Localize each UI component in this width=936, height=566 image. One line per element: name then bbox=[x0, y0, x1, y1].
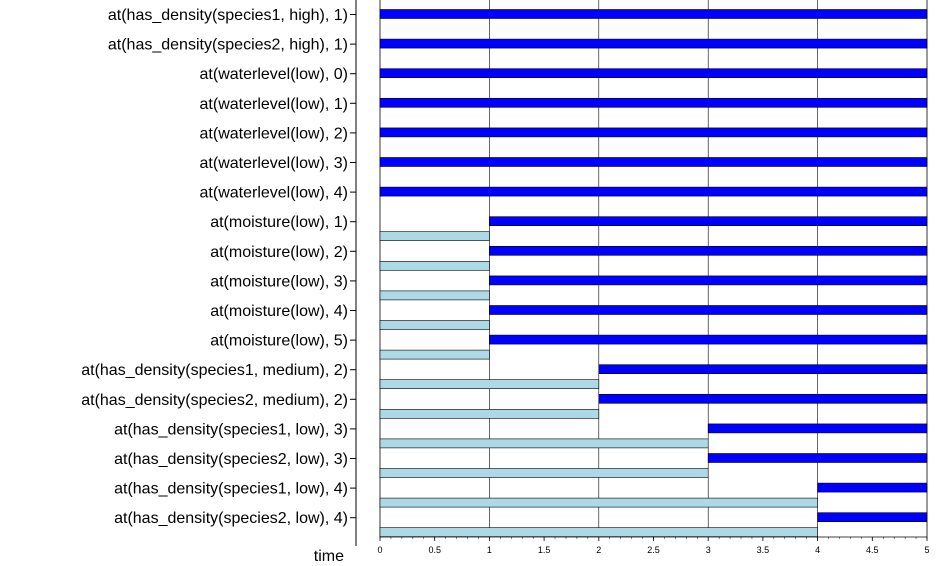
bar-true bbox=[707, 453, 928, 463]
x-tick-label: 0.5 bbox=[428, 545, 441, 555]
y-tick-label: at(has_density(species1, medium), 2) bbox=[81, 362, 348, 379]
y-tick-label: at(has_density(species1, low), 4) bbox=[114, 481, 348, 498]
y-tick-label: at(moisture(low), 2) bbox=[210, 244, 348, 261]
bar-true bbox=[707, 423, 928, 434]
x-tick-label: 1 bbox=[487, 545, 492, 555]
y-tick-label: at(has_density(species1, high), 1) bbox=[108, 7, 348, 24]
bar-true bbox=[379, 38, 928, 49]
bar-true bbox=[817, 482, 928, 493]
y-tick-label: at(moisture(low), 1) bbox=[210, 214, 348, 231]
bar-false bbox=[379, 408, 600, 419]
y-tick-label: at(moisture(low), 3) bbox=[210, 273, 348, 290]
y-tick-label: at(has_density(species2, medium), 2) bbox=[81, 392, 348, 409]
bar-true bbox=[598, 364, 928, 375]
bar-false bbox=[379, 468, 709, 478]
bar-true bbox=[379, 9, 928, 19]
bar-true bbox=[379, 98, 928, 108]
y-tick-label: at(moisture(low), 4) bbox=[210, 303, 348, 320]
bar-false bbox=[379, 320, 490, 330]
bar-true bbox=[379, 186, 928, 197]
y-tick-label: at(has_density(species2, low), 4) bbox=[114, 510, 348, 527]
bar-true bbox=[489, 305, 928, 315]
bar-false bbox=[379, 290, 490, 301]
bar-false bbox=[379, 527, 818, 538]
bar-true bbox=[489, 246, 928, 256]
y-tick-label: at(waterlevel(low), 0) bbox=[200, 66, 348, 83]
bar-true bbox=[379, 157, 928, 167]
x-tick-label: 2 bbox=[596, 545, 601, 555]
x-tick-label: 1.5 bbox=[538, 545, 551, 555]
y-axis: at(has_density(species1, high), 1) at(has… bbox=[81, 0, 357, 546]
bar-false bbox=[379, 497, 818, 508]
bar-false bbox=[379, 231, 490, 241]
x-tick-label: 3.5 bbox=[757, 545, 770, 555]
x-tick-label: 5 bbox=[924, 545, 929, 555]
bar-true bbox=[379, 68, 928, 78]
x-tick-label: 2.5 bbox=[647, 545, 660, 555]
y-tick-label: at(waterlevel(low), 4) bbox=[200, 185, 348, 202]
y-tick-label: at(has_density(species2, low), 3) bbox=[114, 451, 348, 468]
y-tick-label: at(waterlevel(low), 3) bbox=[200, 155, 348, 172]
bar-false bbox=[379, 438, 709, 449]
x-tick-label: 4.5 bbox=[866, 545, 879, 555]
x-tick-label: 4 bbox=[815, 545, 820, 555]
bar-false bbox=[379, 379, 600, 390]
y-tick-label: at(moisture(low), 5) bbox=[210, 333, 348, 350]
bar-false bbox=[379, 260, 490, 271]
x-tick-label: 0 bbox=[377, 545, 382, 555]
x-axis-title: time bbox=[314, 548, 344, 565]
bar-true bbox=[489, 334, 928, 345]
bar-true bbox=[489, 216, 928, 226]
x-axis: 0 0.5 1 1.5 2 2.5 3 3.5 4 4.5 5 bbox=[377, 536, 930, 555]
y-tick-label: at(waterlevel(low), 1) bbox=[200, 96, 348, 113]
x-tick-label: 3 bbox=[706, 545, 711, 555]
bar-true bbox=[379, 127, 928, 138]
bar-true bbox=[598, 393, 928, 404]
y-tick-label: at(has_density(species2, high), 1) bbox=[108, 37, 348, 54]
interval-bars bbox=[379, 9, 928, 538]
y-tick-label: at(has_density(species1, low), 3) bbox=[114, 421, 348, 438]
bar-true bbox=[817, 512, 928, 523]
y-tick-label: at(waterlevel(low), 2) bbox=[200, 125, 348, 142]
bar-true bbox=[489, 275, 928, 286]
bar-false bbox=[379, 349, 490, 360]
